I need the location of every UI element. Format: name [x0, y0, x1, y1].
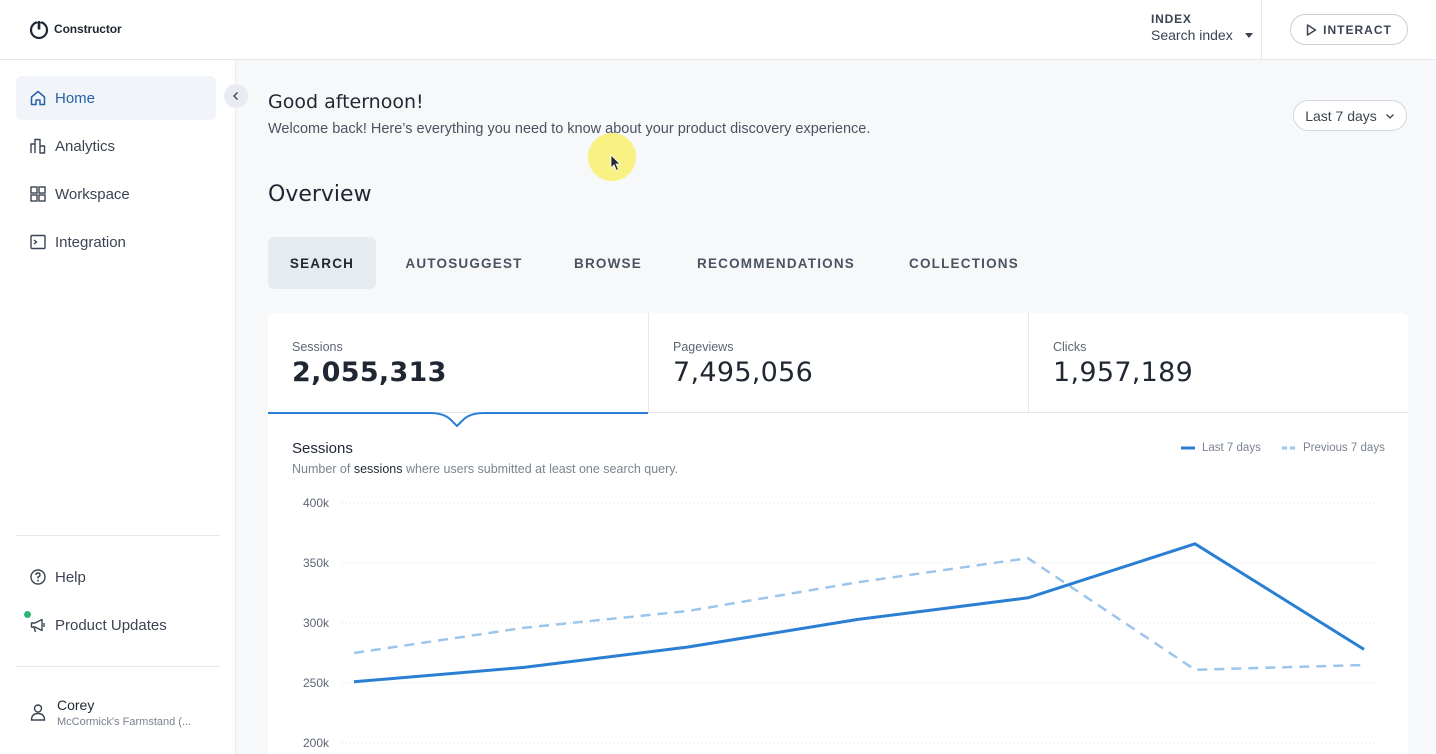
sidebar-item-label: Integration [55, 233, 126, 251]
brand-name: Constructor [54, 22, 122, 36]
home-icon [30, 90, 46, 106]
y-tick-label: 250k [303, 676, 330, 690]
stat-pageviews[interactable]: Pageviews 7,495,056 [648, 313, 1028, 413]
legend-swatch-solid [1181, 446, 1195, 450]
interact-label: INTERACT [1323, 22, 1392, 37]
top-bar: Constructor INDEX Search index INTERACT [0, 0, 1436, 60]
series-line-last-7-days[interactable] [353, 542, 1365, 684]
sidebar-item-product-updates[interactable]: Product Updates [16, 603, 216, 647]
collapse-sidebar-button[interactable] [224, 84, 248, 108]
sidebar-item-workspace[interactable]: Workspace [16, 172, 216, 216]
overview-title: Overview [268, 182, 372, 207]
tab-collections[interactable]: COLLECTIONS [909, 255, 1019, 271]
brand-logo[interactable]: Constructor [28, 18, 122, 40]
help-icon [30, 569, 46, 585]
play-icon [1306, 23, 1317, 36]
greeting-title: Good afternoon! [268, 91, 424, 113]
series-line-previous-7-days[interactable] [353, 556, 1365, 672]
stat-value: 7,495,056 [673, 357, 814, 388]
stat-value: 2,055,313 [292, 357, 447, 388]
stat-sessions[interactable]: Sessions 2,055,313 [268, 313, 648, 413]
date-range-label: Last 7 days [1305, 107, 1377, 124]
welcome-text: Welcome back! Here’s everything you need… [268, 121, 871, 137]
product-updates-label: Product Updates [55, 616, 167, 634]
analytics-icon [30, 138, 46, 154]
sidebar-divider [16, 535, 220, 536]
legend-previous: Previous 7 days [1282, 442, 1385, 454]
interact-button[interactable]: INTERACT [1290, 14, 1408, 45]
topbar-divider [1261, 0, 1262, 60]
index-value-row[interactable]: Search index [1151, 27, 1253, 43]
sidebar-item-label: Home [55, 89, 96, 107]
user-icon [30, 704, 46, 721]
sidebar-item-home[interactable]: Home [16, 76, 216, 120]
sidebar: Home Analytics Workspace Integration Hel… [0, 60, 236, 754]
tab-recommendations[interactable]: RECOMMENDATIONS [697, 255, 855, 271]
chevron-left-icon [233, 92, 238, 100]
chart-subtitle: Number of sessions where users submitted… [292, 462, 678, 476]
chart-subtitle-post: where users submitted at least one searc… [402, 462, 679, 476]
user-organization[interactable]: McCormick's Farmstand (... [57, 716, 192, 728]
legend-current: Last 7 days [1181, 442, 1261, 454]
sessions-line-chart: 400k 350k 300k 250k 200k [268, 412, 1378, 750]
megaphone-icon [30, 618, 45, 633]
active-stat-indicator [268, 412, 648, 428]
sidebar-item-integration[interactable]: Integration [16, 220, 216, 264]
chart-subtitle-emphasis: sessions [353, 462, 403, 476]
caret-down-icon [1244, 32, 1253, 38]
chart-title: Sessions [292, 440, 353, 457]
sidebar-item-help[interactable]: Help [16, 555, 216, 599]
stat-clicks[interactable]: Clicks 1,957,189 [1028, 313, 1408, 413]
stat-value: 1,957,189 [1053, 357, 1194, 388]
date-range-dropdown[interactable]: Last 7 days [1293, 100, 1407, 131]
chart-subtitle-pre: Number of [292, 462, 354, 476]
index-selector[interactable]: INDEX Search index [1151, 12, 1253, 43]
sidebar-item-label: Workspace [55, 185, 130, 203]
index-value: Search index [1151, 27, 1233, 43]
legend-label-current: Last 7 days [1202, 442, 1261, 454]
stat-label: Pageviews [673, 340, 734, 354]
mouse-pointer-icon [610, 154, 621, 172]
stat-label: Sessions [292, 340, 343, 354]
sidebar-item-analytics[interactable]: Analytics [16, 124, 216, 168]
chevron-down-icon [1385, 113, 1394, 119]
sidebar-divider [16, 666, 220, 667]
tab-browse[interactable]: BROWSE [574, 255, 642, 271]
power-logo-icon [29, 19, 49, 40]
index-label: INDEX [1151, 12, 1192, 26]
notification-dot [24, 611, 31, 618]
tab-autosuggest[interactable]: AUTOSUGGEST [405, 255, 523, 271]
sidebar-item-label: Analytics [55, 137, 116, 155]
user-name[interactable]: Corey [57, 697, 95, 713]
stat-label: Clicks [1053, 340, 1087, 354]
integration-icon [30, 234, 46, 250]
help-label: Help [55, 568, 86, 586]
workspace-icon [30, 186, 46, 202]
y-tick-label: 200k [303, 736, 330, 750]
tab-search[interactable]: SEARCH [268, 237, 376, 289]
metrics-card: Sessions 2,055,313 Pageviews 7,495,056 C… [268, 313, 1408, 754]
legend-label-previous: Previous 7 days [1303, 442, 1385, 454]
y-tick-label: 400k [303, 496, 330, 510]
legend-swatch-dashed [1282, 446, 1296, 450]
y-tick-label: 300k [303, 616, 330, 630]
y-tick-label: 350k [303, 556, 330, 570]
